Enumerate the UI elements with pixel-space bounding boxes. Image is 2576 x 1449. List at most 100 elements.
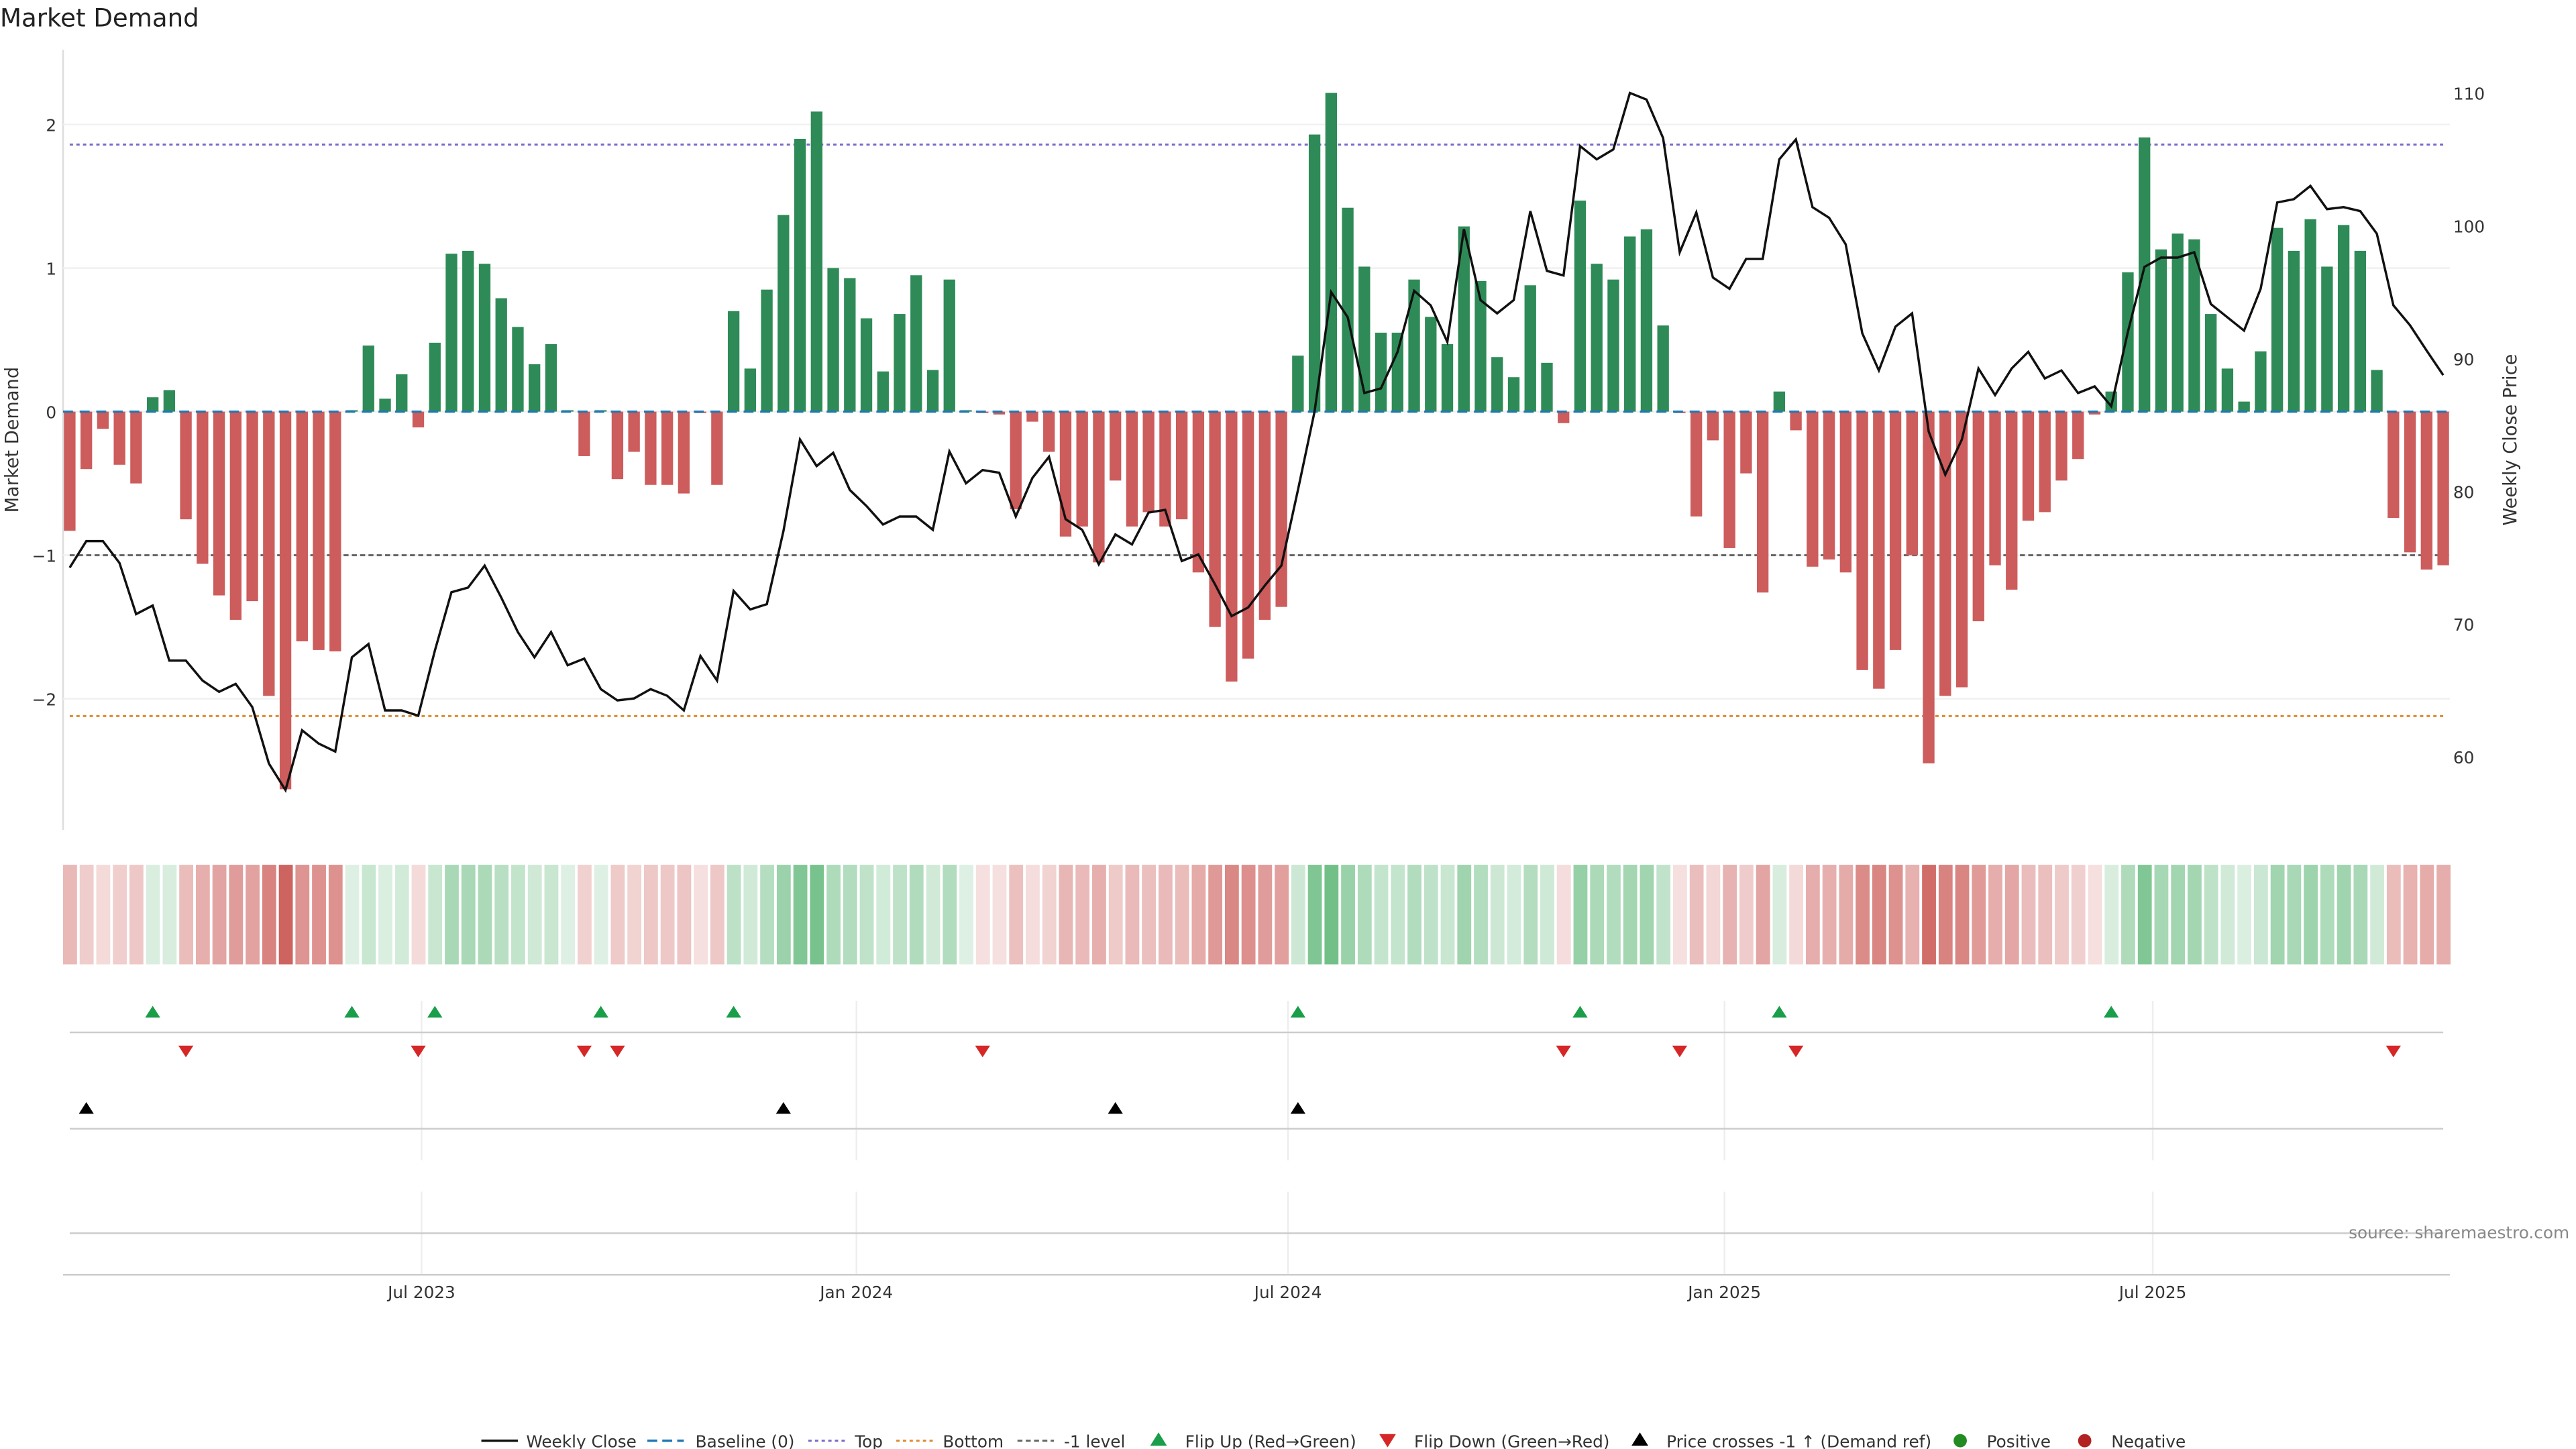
negative-demand-bar xyxy=(1955,411,1968,688)
heatmap-cell xyxy=(1457,865,1472,965)
negative-demand-bar xyxy=(213,411,225,596)
positive-demand-bar xyxy=(844,278,856,412)
heatmap-cell xyxy=(1772,865,1787,965)
heatmap-cell xyxy=(1590,865,1605,965)
positive-demand-bar xyxy=(1657,325,1669,412)
flip-down-marker xyxy=(178,1045,194,1058)
heatmap-cell xyxy=(1540,865,1554,965)
heatmap-cell xyxy=(1556,865,1571,965)
legend-positive-icon xyxy=(1953,1434,1967,1448)
heatmap-cell xyxy=(1507,865,1521,965)
heatmap-cell xyxy=(1307,865,1322,965)
positive-demand-bar xyxy=(1541,362,1553,412)
negative-demand-bar xyxy=(678,411,690,494)
negative-demand-bar xyxy=(2022,411,2035,521)
negative-demand-bar xyxy=(1807,411,1819,567)
x-tick-label: Jul 2025 xyxy=(2118,1283,2187,1302)
heatmap-cell xyxy=(1357,865,1372,965)
heatmap-cell xyxy=(1125,865,1140,965)
heatmap-cell xyxy=(179,865,193,965)
negative-demand-bar xyxy=(993,411,1006,415)
y-tick-label: 1 xyxy=(46,259,56,278)
weekly-close-line xyxy=(68,91,2445,793)
heatmap-cell xyxy=(2386,865,2401,965)
negative-demand-bar xyxy=(1026,411,1038,422)
heatmap-cell xyxy=(2304,865,2318,965)
positive-demand-bar xyxy=(2122,272,2134,412)
negative-demand-bar xyxy=(2006,411,2018,590)
positive-demand-bar xyxy=(462,250,474,412)
heatmap-cell xyxy=(909,865,924,965)
legend-flip-down-icon xyxy=(1379,1434,1396,1448)
negative-demand-bar xyxy=(1159,411,1171,527)
y2-tick-label: 60 xyxy=(2453,748,2474,767)
heatmap-cell xyxy=(1723,865,1737,965)
heatmap-cell xyxy=(312,865,326,965)
heatmap-cell xyxy=(959,865,973,965)
demand-bars xyxy=(64,93,2449,790)
heatmap-cell xyxy=(63,865,77,965)
legend-flip-up: Flip Up (Red→Green) xyxy=(1185,1432,1356,1449)
heatmap-cell xyxy=(1922,865,1936,965)
heatmap-cell xyxy=(1905,865,1920,965)
heatmap-cell xyxy=(1756,865,1770,965)
legend-negative-icon xyxy=(2078,1434,2092,1448)
demand-heatmap-strip xyxy=(63,865,2451,965)
negative-demand-bar xyxy=(2055,411,2068,481)
negative-demand-bar xyxy=(2437,411,2449,566)
negative-demand-bar xyxy=(661,411,674,485)
negative-demand-bar xyxy=(611,411,624,480)
negative-demand-bar xyxy=(1076,411,1088,527)
positive-demand-bar xyxy=(894,314,906,412)
negative-demand-bar xyxy=(1756,411,1769,593)
heatmap-cell xyxy=(2320,865,2334,965)
negative-demand-bar xyxy=(296,411,308,642)
heatmap-cell xyxy=(2004,865,2019,965)
flip-down-marker xyxy=(975,1045,990,1058)
flip-down-marker xyxy=(2385,1045,2401,1058)
chart-title: Market Demand xyxy=(0,4,199,33)
positive-demand-bar xyxy=(1441,344,1454,412)
heatmap-cell xyxy=(793,865,808,965)
positive-demand-bar xyxy=(2354,250,2367,412)
heatmap-cell xyxy=(229,865,244,965)
negative-demand-bar xyxy=(313,411,325,650)
heatmap-cell xyxy=(594,865,608,965)
negative-demand-bar xyxy=(1839,411,1851,573)
heatmap-cell xyxy=(727,865,741,965)
heatmap-cell xyxy=(1075,865,1090,965)
negative-demand-bar xyxy=(1258,411,1271,620)
positive-demand-bar xyxy=(445,254,458,412)
positive-demand-bar xyxy=(478,264,491,412)
heatmap-cell xyxy=(1789,865,1803,965)
positive-demand-bar xyxy=(146,397,159,412)
heatmap-cell xyxy=(1042,865,1057,965)
heatmap-cell xyxy=(893,865,907,965)
heatmap-cell xyxy=(478,865,492,965)
legend-baseline: Baseline (0) xyxy=(696,1432,795,1449)
legend-top: Top xyxy=(854,1432,883,1449)
negative-demand-bar xyxy=(1175,411,1188,520)
heatmap-cell xyxy=(2287,865,2302,965)
negative-demand-bar xyxy=(412,411,425,428)
y-tick-label: −2 xyxy=(32,690,56,710)
y2-tick-label: 100 xyxy=(2453,217,2485,236)
legend-weekly-close: Weekly Close xyxy=(526,1432,637,1449)
heatmap-cell xyxy=(1955,865,1970,965)
positive-demand-bar xyxy=(545,344,557,412)
heatmap-cell xyxy=(943,865,957,965)
heatmap-cell xyxy=(1689,865,1704,965)
x-tick-label: Jul 2023 xyxy=(386,1283,455,1302)
heatmap-cell xyxy=(246,865,260,965)
flip-up-marker xyxy=(726,1006,741,1018)
positive-demand-bar xyxy=(2371,370,2383,412)
negative-demand-bar xyxy=(1192,411,1205,573)
heatmap-cell xyxy=(1059,865,1073,965)
heatmap-cell xyxy=(1607,865,1621,965)
positive-demand-bar xyxy=(1375,332,1387,412)
heatmap-cell xyxy=(1275,865,1289,965)
positive-demand-bar xyxy=(2205,314,2217,412)
heatmap-cell xyxy=(2055,865,2069,965)
positive-demand-bar xyxy=(2171,233,2184,412)
